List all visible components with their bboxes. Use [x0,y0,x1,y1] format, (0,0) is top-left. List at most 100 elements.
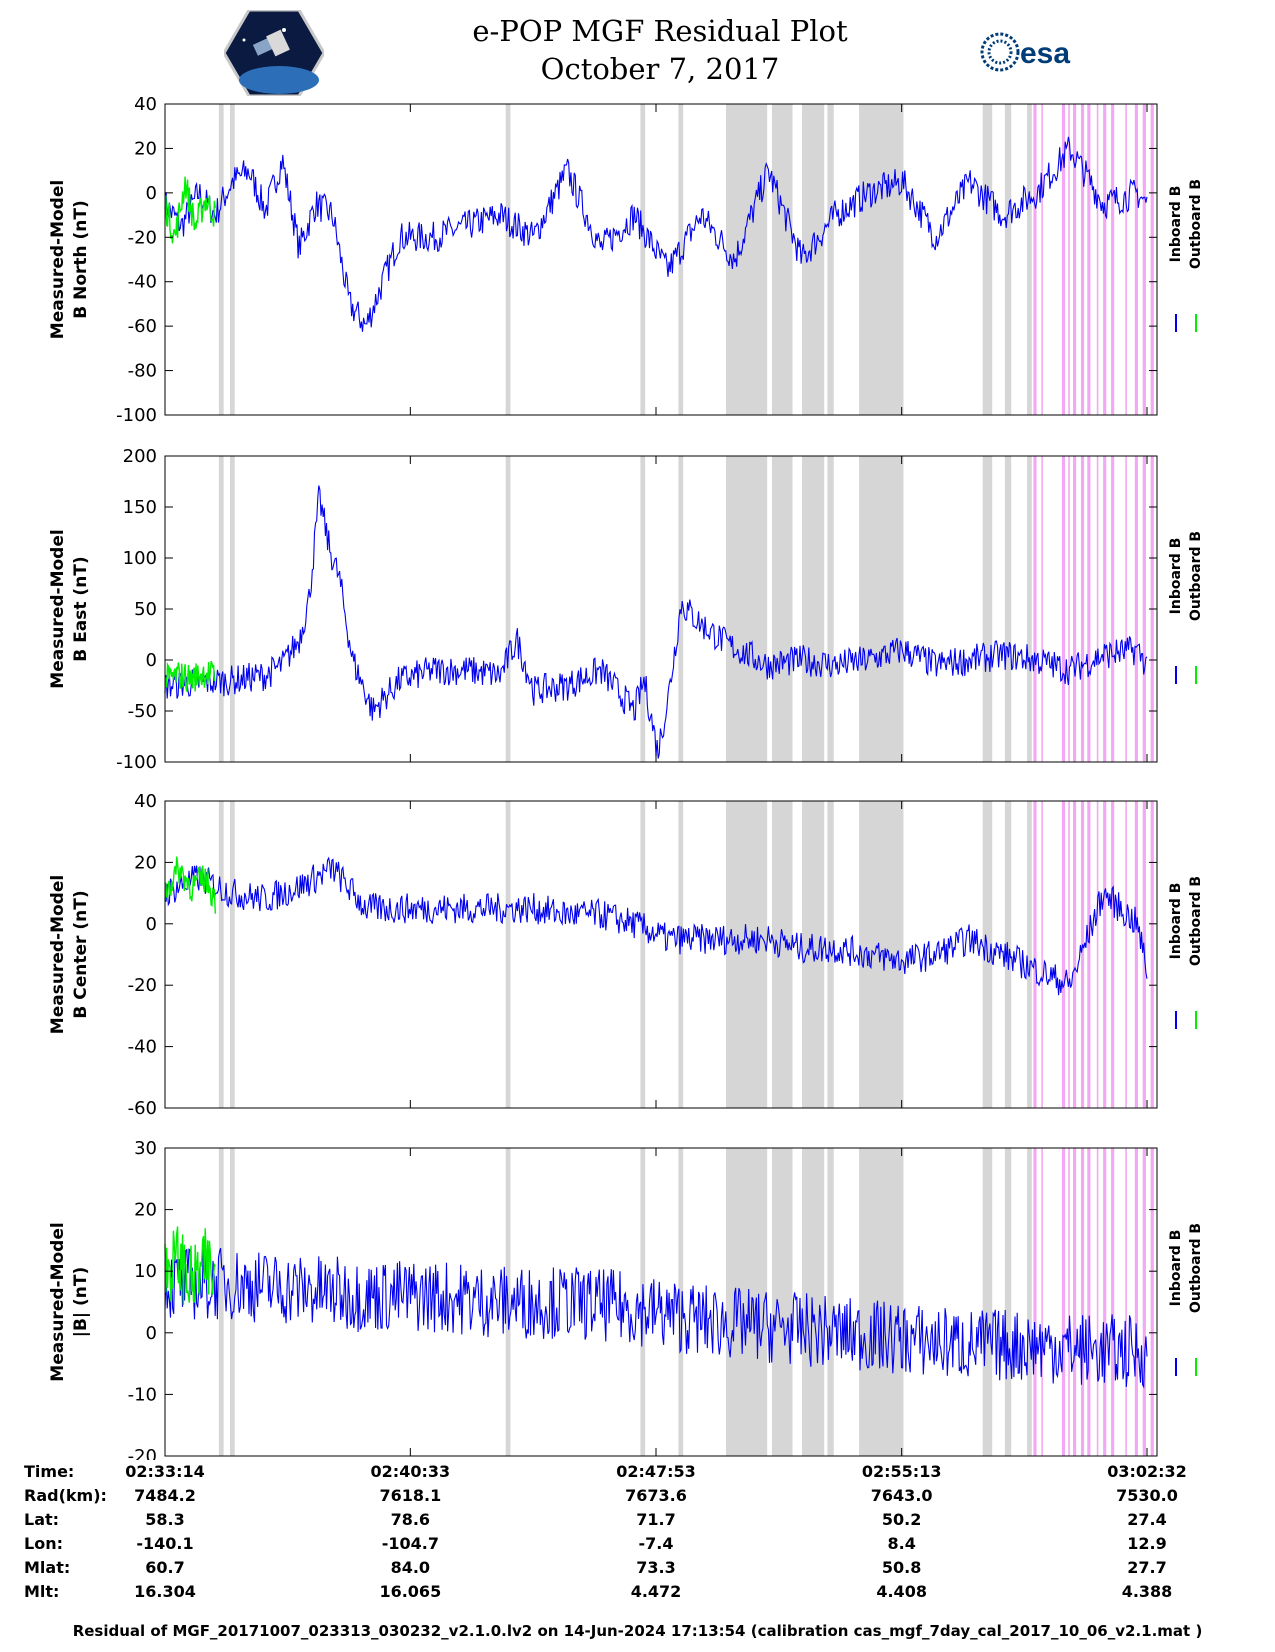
ephemeris-cell: 7643.0 [870,1486,933,1505]
pink-band [1061,456,1066,762]
pink-band [1080,456,1085,762]
outboard-series-line [164,176,216,244]
pink-band [1068,104,1070,415]
gray-band [640,104,646,415]
pink-band [1103,456,1107,762]
y-axis-label-line2: |B| (nT) [71,1267,91,1338]
pink-band [1061,801,1066,1108]
y-tick-label: -80 [128,361,157,382]
pink-band [1134,456,1138,762]
ephemeris-row-label: Lat: [24,1510,60,1529]
gray-band [982,104,993,415]
gray-band [771,104,793,415]
pink-band [1087,1148,1091,1456]
pink-band [1033,104,1037,415]
gray-band [771,1148,793,1456]
y-tick-label: 0 [146,183,157,204]
pink-band [1134,104,1138,415]
gray-band [859,1148,904,1456]
y-axis-label-line2: B Center (nT) [71,890,91,1018]
pink-band [1087,456,1091,762]
legend-outboard-label: Outboard B [1188,179,1204,269]
pink-band [1096,801,1099,1108]
ephemeris-cell: 7530.0 [1116,1486,1178,1505]
y-tick-label: -20 [128,1446,157,1460]
y-tick-label: -60 [128,316,157,337]
pink-band [1061,1148,1066,1456]
ephemeris-row-label: Mlat: [24,1558,71,1577]
gray-band [771,456,793,762]
ephemeris-row-label: Time: [24,1462,75,1481]
gray-band [827,456,834,762]
pink-band [1096,104,1099,415]
ephemeris-cell: 12.9 [1127,1534,1167,1553]
pink-band [1125,104,1127,415]
y-tick-label: -40 [128,272,157,293]
ephemeris-row-label: Mlt: [24,1582,60,1601]
ephemeris-cell: 4.388 [1121,1582,1173,1601]
y-tick-label: 0 [146,1323,157,1344]
y-axis-label-line1: Measured-Model [48,875,68,1034]
esa-logo-icon: esa [980,32,1070,72]
pink-band [1073,801,1077,1108]
ephemeris-table: Time: 02:33:14 02:40:33 02:47:53 02:55:13 03:… [0,1462,1275,1652]
pink-band [1142,1148,1146,1456]
gray-band [827,104,834,415]
panel-2: 200 150 100 50 0 -50 -100 Measured-Model B East … [48,446,1204,773]
gray-band [1004,456,1012,762]
plot-title: e-POP MGF Residual Plot [472,14,848,48]
pink-band [1150,1148,1154,1456]
gray-band [1027,801,1032,1108]
gray-band [218,801,224,1108]
pink-band [1125,456,1127,762]
ephemeris-cell: 02:47:53 [616,1462,696,1481]
outboard-series-line [164,1226,216,1305]
gray-band [859,456,904,762]
pink-band [1103,104,1107,415]
gray-band [505,104,511,415]
gray-band [1027,456,1032,762]
pink-band [1041,1148,1043,1456]
gray-band [725,456,768,762]
pink-band [1096,456,1099,762]
pink-band [1142,456,1146,762]
pink-band [1134,1148,1138,1456]
y-tick-label: 0 [146,914,157,935]
y-tick-label: 30 [134,1138,157,1159]
plot-frame [164,1147,1158,1457]
pink-band [1033,456,1037,762]
ephemeris-cell: 8.4 [887,1534,916,1553]
panel-4: 30 20 10 0 -10 -20 Measured-Model |B| (nT) Inboa… [48,1138,1204,1460]
y-tick-label: -50 [128,701,157,722]
gray-band [802,104,825,415]
ephemeris-cell: 27.7 [1127,1558,1167,1577]
outboard-series-line [164,660,216,694]
pink-band [1033,1148,1037,1456]
gray-band [771,801,793,1108]
y-tick-label: 100 [123,548,157,569]
plot-frame [164,800,1158,1109]
y-tick-label: 150 [123,497,157,518]
ephemeris-cell: 71.7 [636,1510,676,1529]
panel-1: 40 20 0 -20 -40 -60 -80 -100 Measured-Model B Nor… [48,94,1204,426]
ephemeris-cell: 50.8 [881,1558,922,1577]
inboard-series-line [164,136,1148,332]
pink-band [1103,1148,1107,1456]
ephemeris-cell: 16.065 [379,1582,442,1601]
ephemeris-cell: 16.304 [134,1582,196,1601]
gray-band [678,801,684,1108]
ephemeris-cell: -7.4 [638,1534,674,1553]
y-tick-label: 40 [134,791,157,812]
pink-band [1150,104,1154,415]
y-tick-label: 40 [134,94,157,115]
gray-band [827,801,834,1108]
gray-band [725,1148,768,1456]
ephemeris-cell: 60.7 [145,1558,185,1577]
y-tick-label: -10 [128,1384,157,1405]
footer-note: Residual of MGF_20171007_023313_030232_v… [72,1622,1203,1640]
pink-band [1073,1148,1077,1456]
gray-band [802,1148,825,1456]
legend-outboard-label: Outboard B [1188,1223,1204,1313]
outboard-series-line [164,856,216,914]
ephemeris-row-label: Rad(km): [24,1486,107,1505]
